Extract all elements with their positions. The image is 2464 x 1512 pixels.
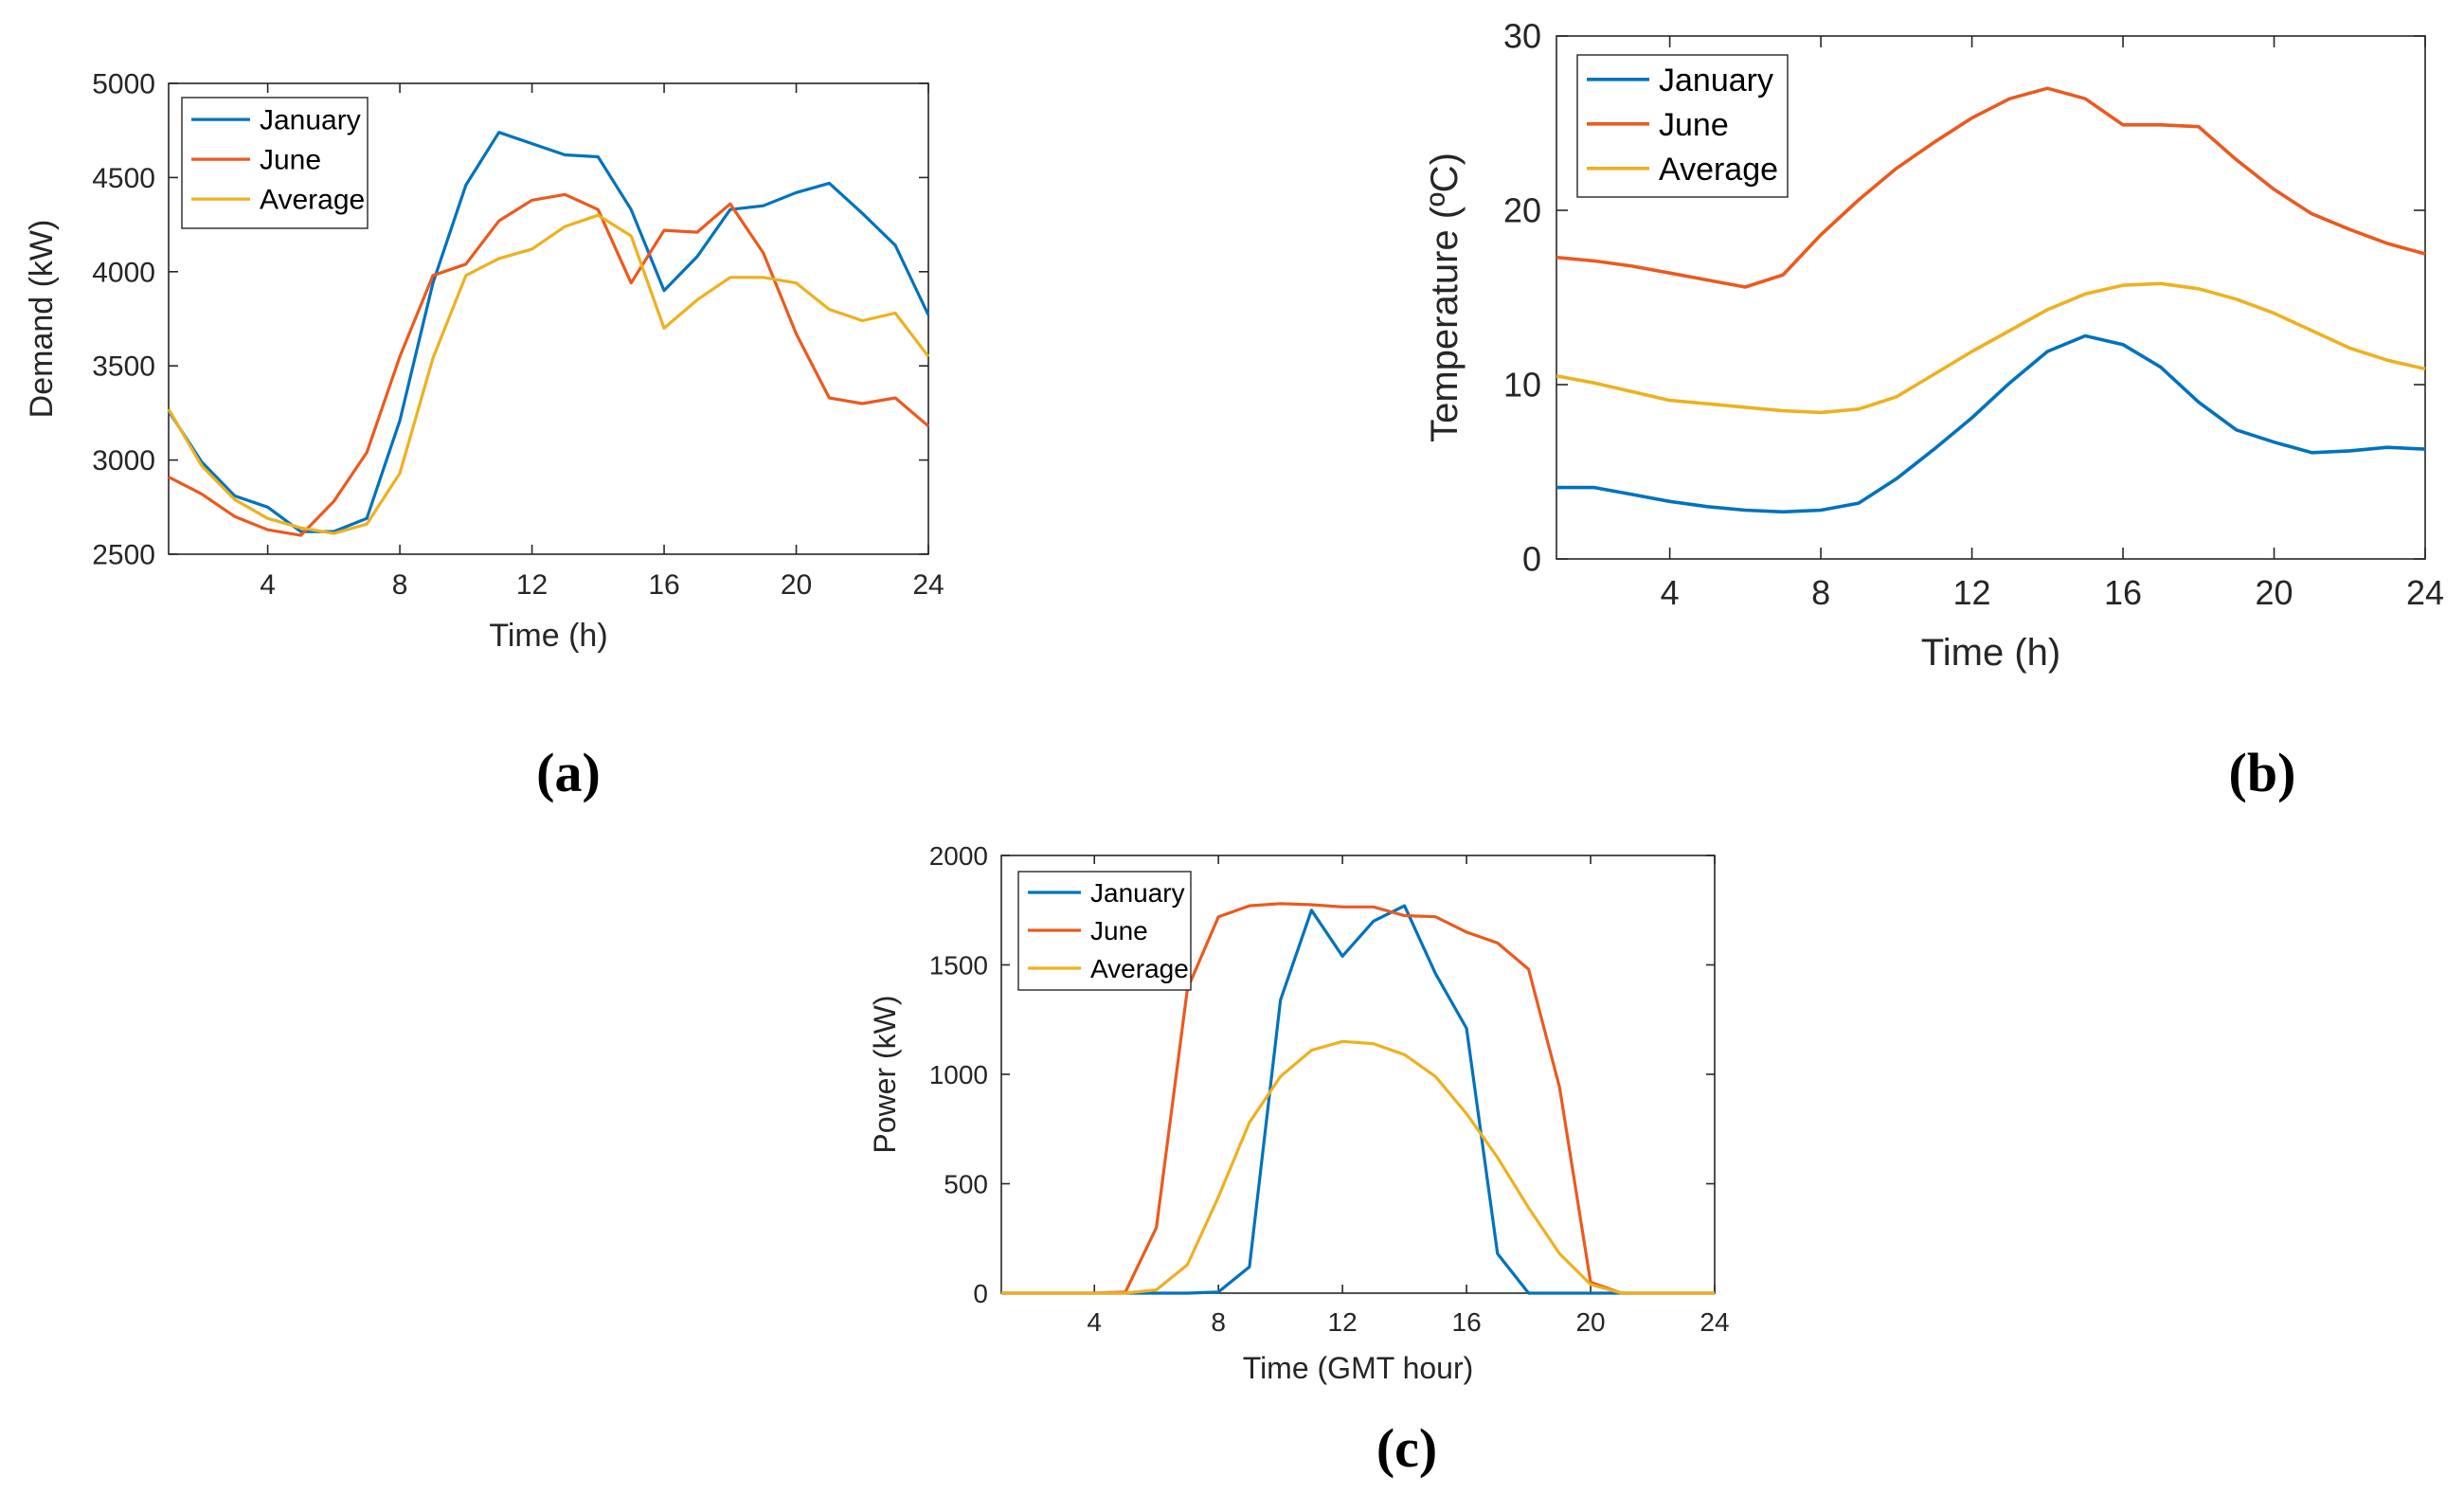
- x-tick-label: 20: [1575, 1307, 1605, 1337]
- x-tick-label: 8: [1211, 1307, 1226, 1337]
- y-axis-label: Temperature (ºC): [1424, 153, 1466, 442]
- legend-label-january: January: [260, 105, 361, 136]
- x-tick-label: 16: [648, 569, 679, 601]
- x-tick-label: 12: [1953, 573, 1991, 612]
- series-line-average: [1001, 1039, 1715, 1295]
- x-tick-label: 16: [1452, 1307, 1482, 1337]
- legend: January June Average: [1576, 54, 1789, 198]
- y-tick-label: 20: [1503, 191, 1541, 230]
- legend-label-average: Average: [260, 185, 365, 216]
- y-tick-label: 4000: [92, 257, 155, 288]
- x-tick-label: 24: [2406, 573, 2444, 612]
- legend-label-average: Average: [1659, 152, 1778, 188]
- x-tick-label: 12: [1328, 1307, 1358, 1337]
- chart-panel-2: 4 8 12 16 20 24 0 500 1000 1500 2000 Time (GMT hour…: [868, 841, 1730, 1479]
- legend: January June Average: [1017, 871, 1192, 991]
- y-tick-label: 4500: [92, 163, 155, 194]
- x-tick-label: 4: [1661, 573, 1680, 612]
- y-tick-label: 30: [1503, 17, 1541, 56]
- series-line-june: [168, 192, 930, 537]
- x-tick-label: 4: [260, 569, 276, 601]
- y-tick-label: 500: [944, 1169, 988, 1198]
- x-tick-label: 16: [2104, 573, 2142, 612]
- x-tick-label: 8: [1811, 573, 1830, 612]
- legend-label-january: January: [1659, 63, 1773, 99]
- x-axis-label: Time (h): [489, 618, 607, 654]
- legend-label-january: January: [1090, 878, 1185, 908]
- y-tick-label: 3500: [92, 351, 155, 383]
- y-tick-label: 1500: [929, 950, 988, 980]
- legend-label-june: June: [260, 145, 321, 176]
- x-tick-label: 4: [1087, 1307, 1102, 1337]
- x-axis-label: Time (GMT hour): [1243, 1351, 1474, 1385]
- x-tick-label: 12: [516, 569, 548, 601]
- series-line-average: [1556, 281, 2426, 415]
- panel-label: (b): [2229, 742, 2296, 803]
- y-axis-label: Power (kW): [868, 995, 902, 1153]
- series-line-average: [167, 213, 930, 535]
- y-tick-label: 3000: [92, 445, 155, 477]
- y-tick-label: 5000: [92, 69, 155, 100]
- legend: January June Average: [181, 97, 369, 229]
- y-tick-label: 2500: [92, 540, 155, 571]
- x-tick-label: 20: [781, 569, 812, 601]
- x-tick-label: 20: [2255, 573, 2293, 612]
- y-axis-label: Demand (kW): [24, 220, 60, 419]
- y-tick-label: 10: [1503, 366, 1541, 405]
- x-axis-label: Time (h): [1921, 632, 2060, 674]
- legend-label-june: June: [1090, 916, 1148, 945]
- x-tick-label: 24: [1700, 1307, 1729, 1337]
- x-tick-label: 8: [392, 569, 408, 601]
- series-line-june: [1556, 86, 2426, 289]
- chart-panel-1: 4 8 12 16 20 24 0 10 20 30 Time (h) Temperature (ºC…: [1424, 17, 2444, 803]
- legend-label-june: June: [1659, 107, 1729, 143]
- y-tick-label: 0: [1522, 540, 1541, 579]
- series-line-january: [1556, 333, 2426, 514]
- y-tick-label: 0: [973, 1279, 988, 1308]
- chart-panel-0: 4 8 12 16 20 24 2500 3000 3500 4000 4500 5000 Time (…: [24, 69, 944, 804]
- y-tick-label: 2000: [929, 841, 988, 871]
- legend-label-average: Average: [1090, 954, 1189, 983]
- panel-label: (c): [1376, 1417, 1437, 1479]
- y-tick-label: 1000: [929, 1060, 988, 1089]
- x-tick-label: 24: [912, 569, 944, 601]
- panel-label: (a): [536, 742, 601, 803]
